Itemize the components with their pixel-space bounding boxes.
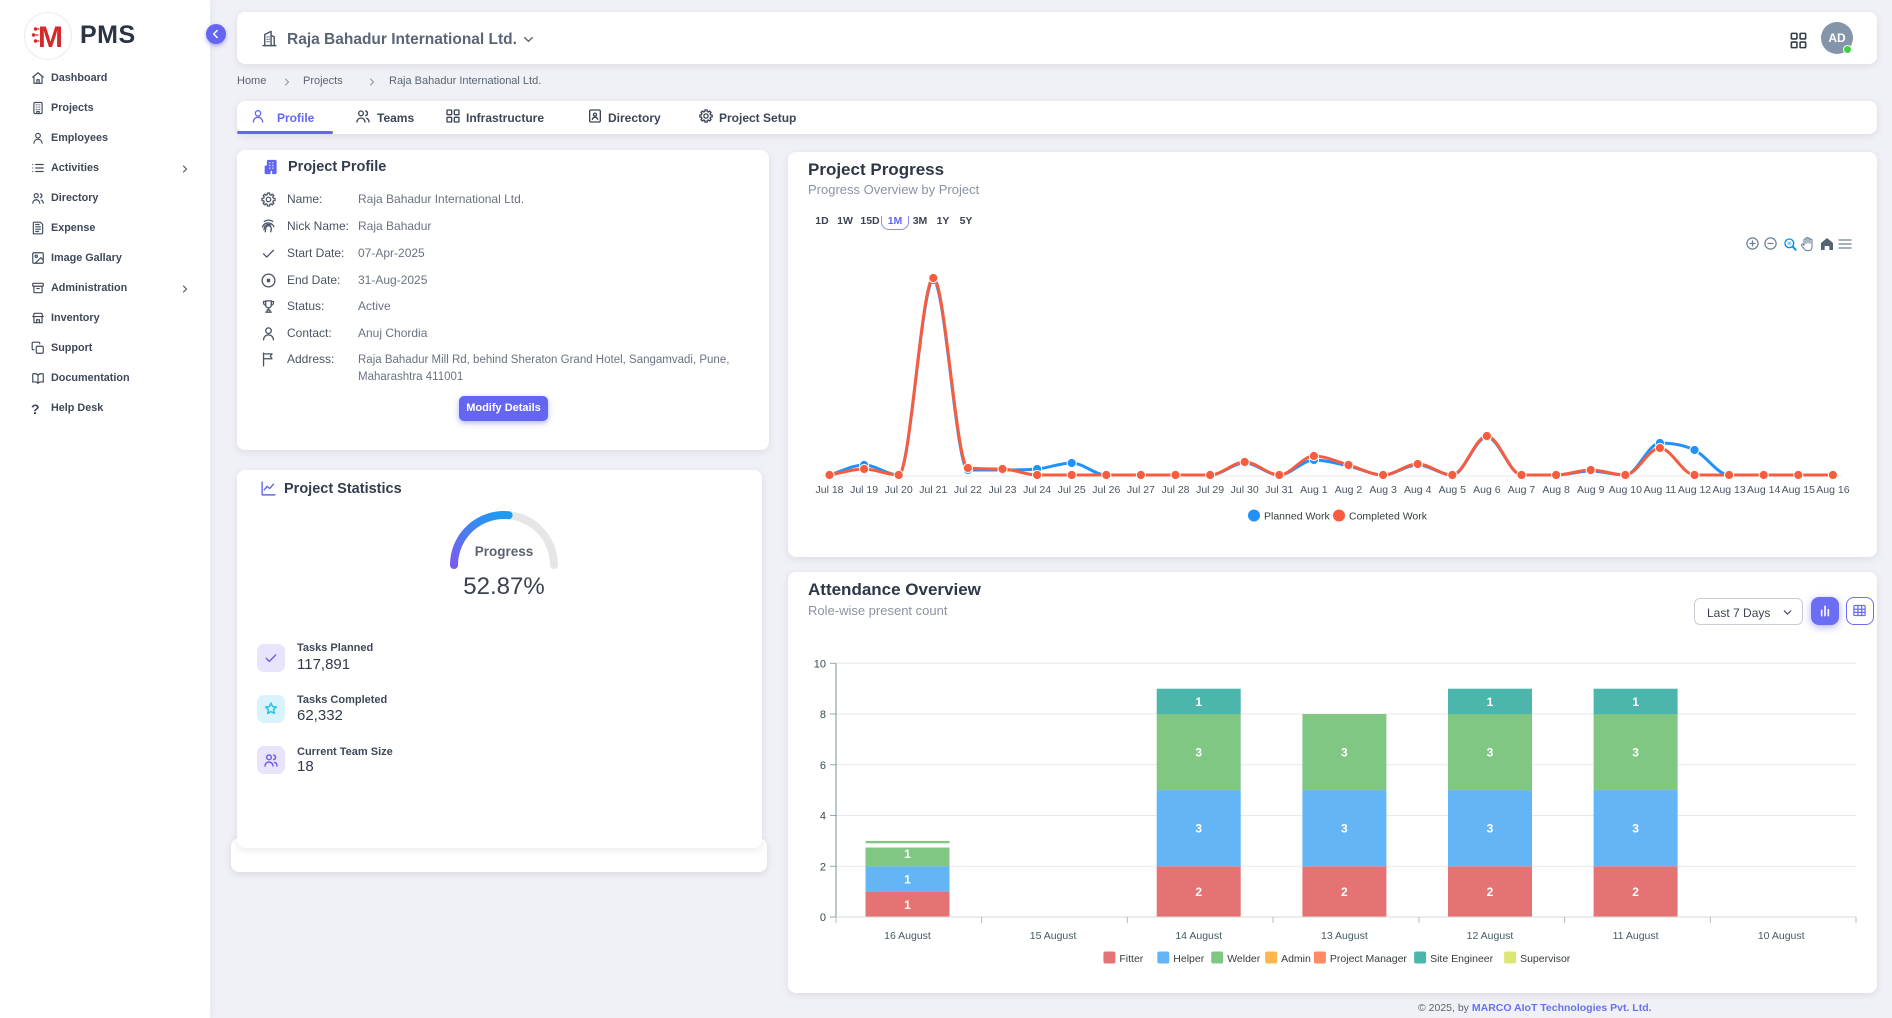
svg-text:Supervisor: Supervisor — [1520, 953, 1571, 965]
svg-text:Aug 10: Aug 10 — [1609, 484, 1642, 496]
svg-text:8: 8 — [820, 709, 826, 721]
svg-text:Jul 21: Jul 21 — [919, 484, 947, 496]
svg-text:Helper: Helper — [1173, 953, 1204, 965]
svg-text:15 August: 15 August — [1030, 930, 1077, 942]
svg-text:3: 3 — [1195, 822, 1202, 836]
svg-text:Aug 3: Aug 3 — [1369, 484, 1397, 496]
svg-text:Aug 13: Aug 13 — [1712, 484, 1745, 496]
svg-text:14 August: 14 August — [1175, 930, 1222, 942]
svg-text:Aug 8: Aug 8 — [1542, 484, 1570, 496]
svg-text:13 August: 13 August — [1321, 930, 1368, 942]
svg-text:3: 3 — [1195, 746, 1202, 760]
svg-text:4: 4 — [820, 811, 826, 823]
svg-text:Aug 16: Aug 16 — [1816, 484, 1849, 496]
svg-text:2: 2 — [1195, 885, 1202, 899]
svg-text:Jul 19: Jul 19 — [850, 484, 878, 496]
svg-text:Aug 6: Aug 6 — [1473, 484, 1501, 496]
svg-text:Jul 22: Jul 22 — [954, 484, 982, 496]
svg-text:Jul 25: Jul 25 — [1058, 484, 1086, 496]
svg-text:3: 3 — [1632, 822, 1639, 836]
svg-text:0: 0 — [820, 912, 826, 924]
svg-text:Completed Work: Completed Work — [1349, 511, 1428, 523]
svg-text:Jul 27: Jul 27 — [1127, 484, 1155, 496]
svg-text:3: 3 — [1487, 746, 1494, 760]
svg-text:Admin: Admin — [1281, 953, 1311, 965]
svg-text:Fitter: Fitter — [1119, 953, 1143, 965]
svg-text:Jul 28: Jul 28 — [1161, 484, 1189, 496]
svg-text:Jul 23: Jul 23 — [988, 484, 1016, 496]
svg-text:2: 2 — [1341, 885, 1348, 899]
svg-text:Aug 7: Aug 7 — [1508, 484, 1536, 496]
svg-text:2: 2 — [1632, 885, 1639, 899]
svg-text:Jul 20: Jul 20 — [885, 484, 913, 496]
svg-text:12 August: 12 August — [1467, 930, 1514, 942]
svg-text:1: 1 — [904, 872, 911, 886]
svg-text:Aug 15: Aug 15 — [1782, 484, 1815, 496]
svg-text:3: 3 — [1487, 822, 1494, 836]
svg-text:Jul 29: Jul 29 — [1196, 484, 1224, 496]
svg-text:3: 3 — [1341, 746, 1348, 760]
svg-text:M: M — [38, 21, 63, 54]
svg-text:Aug 11: Aug 11 — [1644, 484, 1677, 496]
svg-text:3: 3 — [1341, 822, 1348, 836]
svg-text:1: 1 — [904, 898, 911, 912]
svg-text:Planned Work: Planned Work — [1264, 511, 1331, 523]
svg-text:Aug 9: Aug 9 — [1577, 484, 1605, 496]
svg-text:Aug 5: Aug 5 — [1439, 484, 1467, 496]
svg-text:2: 2 — [820, 861, 826, 873]
svg-text:1: 1 — [1632, 695, 1639, 709]
svg-text:11 August: 11 August — [1613, 930, 1659, 942]
svg-text:Jul 18: Jul 18 — [815, 484, 843, 496]
svg-text:Jul 24: Jul 24 — [1023, 484, 1051, 496]
svg-text:Project Manager: Project Manager — [1330, 953, 1408, 965]
svg-text:2: 2 — [1487, 885, 1494, 899]
svg-text:6: 6 — [820, 760, 826, 772]
svg-text:Aug 1: Aug 1 — [1300, 484, 1328, 496]
svg-text:10: 10 — [814, 658, 826, 670]
svg-text:Aug 4: Aug 4 — [1404, 484, 1432, 496]
svg-text:Site Engineer: Site Engineer — [1430, 953, 1494, 965]
svg-text:Aug 14: Aug 14 — [1747, 484, 1780, 496]
svg-text:Welder: Welder — [1227, 953, 1261, 965]
svg-text:1: 1 — [904, 847, 911, 861]
svg-text:Jul 31: Jul 31 — [1265, 484, 1293, 496]
svg-text:16 August: 16 August — [884, 930, 931, 942]
svg-text:1: 1 — [1195, 695, 1202, 709]
svg-text:10 August: 10 August — [1758, 930, 1805, 942]
svg-text:Aug 2: Aug 2 — [1335, 484, 1363, 496]
svg-text:Jul 26: Jul 26 — [1092, 484, 1120, 496]
svg-text:3: 3 — [1632, 746, 1639, 760]
svg-text:Aug 12: Aug 12 — [1678, 484, 1711, 496]
svg-text:Jul 30: Jul 30 — [1231, 484, 1259, 496]
svg-text:1: 1 — [1487, 695, 1494, 709]
